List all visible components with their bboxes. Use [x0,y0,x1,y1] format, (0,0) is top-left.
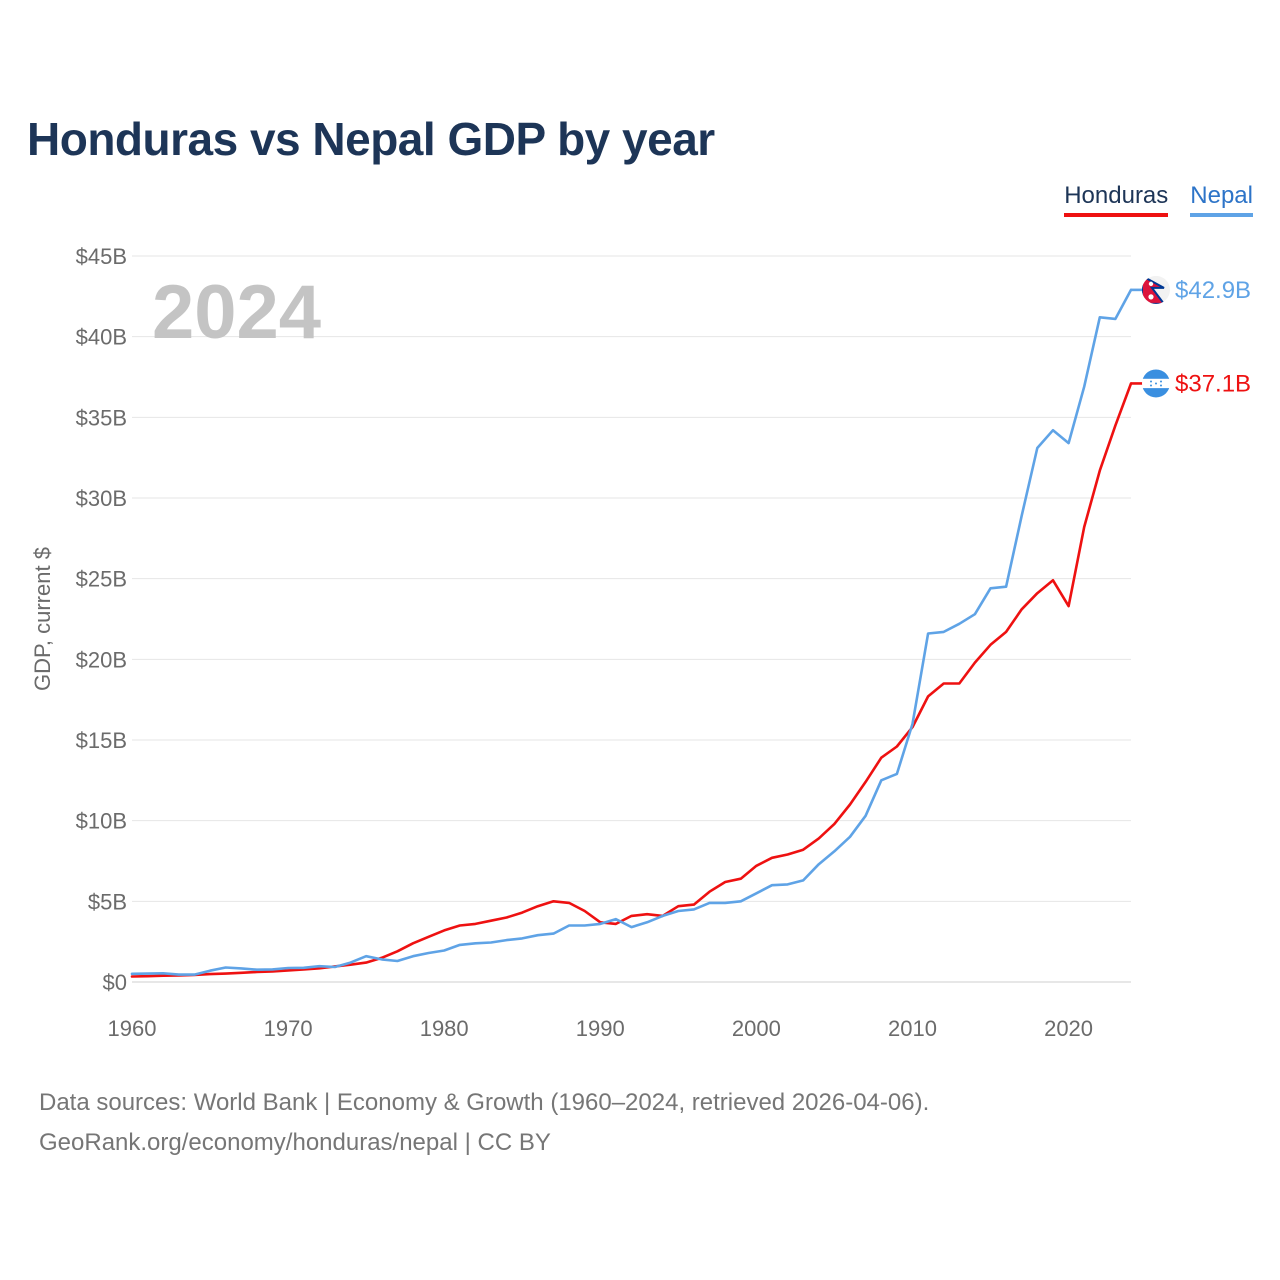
gridlines [132,255,1131,983]
honduras-flag-icon [1142,369,1170,398]
series-line-nepal[interactable] [130,288,1133,976]
data-source-note: Data sources: World Bank | Economy & Gro… [39,1089,930,1116]
x-tick-label: 1990 [576,1016,625,1041]
legend-item-honduras[interactable]: Honduras [1064,182,1169,217]
y-tick-label: $15B [76,728,127,753]
end-value-label-nepal: $42.9B [1175,277,1251,304]
y-tick-label: $35B [76,405,127,430]
y-tick-label: $20B [76,647,127,672]
nepal-flag-icon [1142,275,1170,304]
chart-title: Honduras vs Nepal GDP by year [27,113,715,165]
x-tick-label: 2020 [1044,1016,1093,1041]
legend-item-nepal[interactable]: Nepal [1190,182,1253,217]
y-tick-label: $0 [103,970,127,995]
series-line-honduras[interactable] [130,382,1133,978]
x-tick-label: 1980 [420,1016,469,1041]
y-tick-label: $30B [76,486,127,511]
x-tick-label: 2000 [732,1016,781,1041]
x-tick-label: 1960 [108,1016,157,1041]
legend: Honduras Nepal [1064,182,1253,217]
year-watermark: 2024 [152,270,321,355]
footer: Data sources: World Bank | Economy & Gro… [39,1083,929,1163]
y-tick-label: $45B [76,244,127,269]
x-tick-label: 1970 [264,1016,313,1041]
y-axis-ticks: $0 $5B $10B $15B $20B $25B $30B $35B $40B $45B [76,244,127,995]
x-axis-ticks: 1960 1970 1980 1990 2000 2010 2020 [108,1016,1094,1041]
end-markers: $37.1B $42.9B [1131,275,1251,398]
y-tick-label: $10B [76,809,127,834]
y-tick-label: $40B [76,325,127,350]
source-link[interactable]: GeoRank.org/economy/honduras/nepal | CC … [39,1129,551,1156]
y-axis-label: GDP, current $ [30,547,55,691]
x-tick-label: 2010 [888,1016,937,1041]
y-tick-label: $25B [76,567,127,592]
y-tick-label: $5B [88,889,127,914]
series-lines [130,288,1133,978]
end-value-label-honduras: $37.1B [1175,370,1251,397]
